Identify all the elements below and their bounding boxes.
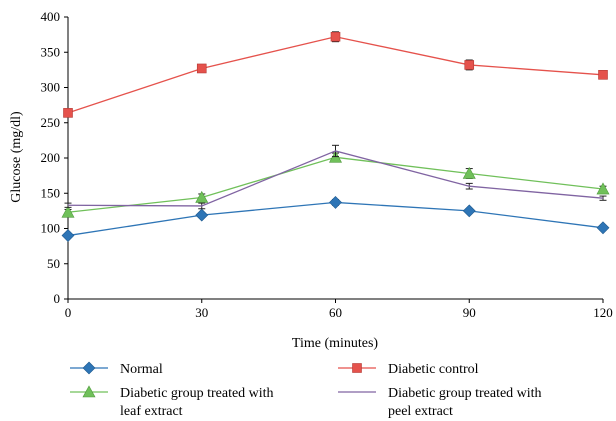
legend-label: Normal	[120, 362, 163, 377]
data-point	[61, 205, 75, 218]
data-point	[462, 166, 476, 179]
x-tick-label: 120	[593, 305, 613, 320]
y-tick-label: 150	[41, 185, 61, 200]
series-line	[67, 150, 604, 207]
x-tick-label: 30	[195, 305, 208, 320]
data-point	[61, 229, 75, 242]
series-leaf-extract	[61, 150, 610, 218]
data-point	[330, 31, 341, 42]
data-point	[598, 70, 608, 80]
y-tick-label: 100	[41, 221, 61, 236]
y-tick-label: 50	[47, 256, 60, 271]
legend: Normal Diabetic control Diabetic group tre…	[70, 361, 542, 419]
legend-item-diabetic-control: Diabetic control	[338, 362, 479, 377]
data-point	[596, 182, 610, 195]
data-point	[63, 108, 73, 118]
y-tick-label: 0	[54, 291, 61, 306]
series-line	[67, 36, 604, 114]
legend-item-normal: Normal	[70, 361, 163, 377]
legend-swatch-marker	[82, 385, 96, 398]
legend-label-line2: peel extract	[388, 404, 453, 419]
data-point	[196, 63, 207, 74]
series-layer	[61, 31, 610, 242]
legend-swatch-marker	[352, 363, 362, 373]
data-point	[195, 208, 209, 222]
legend-item-leaf-extract: Diabetic group treated with leaf extract	[70, 385, 274, 419]
y-tick-label: 300	[41, 80, 61, 95]
series-peel-extract	[64, 144, 607, 210]
y-tick-label: 350	[41, 44, 61, 59]
data-point	[195, 190, 209, 203]
x-axis-label: Time (minutes)	[292, 336, 379, 351]
axes: 0 50 100 150 200 250 300 350 400 0 30 60 90 120	[41, 9, 613, 320]
x-tick-label: 60	[329, 305, 342, 320]
data-point	[329, 195, 342, 209]
legend-item-peel-extract: Diabetic group treated with peel extract	[338, 386, 542, 419]
data-point	[464, 60, 475, 70]
data-point	[596, 221, 610, 235]
y-tick-label: 400	[41, 9, 61, 24]
y-tick-label: 250	[41, 115, 61, 130]
series-normal	[61, 195, 610, 242]
legend-swatch-marker	[82, 361, 96, 375]
x-tick-label: 0	[65, 305, 72, 320]
legend-label: Diabetic group treated with	[120, 386, 274, 401]
x-tick-label: 90	[463, 305, 476, 320]
legend-label: Diabetic group treated with	[388, 386, 542, 401]
y-axis-label: Glucose (mg/dl)	[9, 111, 24, 203]
legend-label-line2: leaf extract	[120, 404, 183, 419]
legend-label: Diabetic control	[388, 362, 479, 377]
series-diabetic-control	[63, 31, 608, 118]
y-tick-label: 200	[41, 150, 61, 165]
data-point	[462, 204, 476, 218]
